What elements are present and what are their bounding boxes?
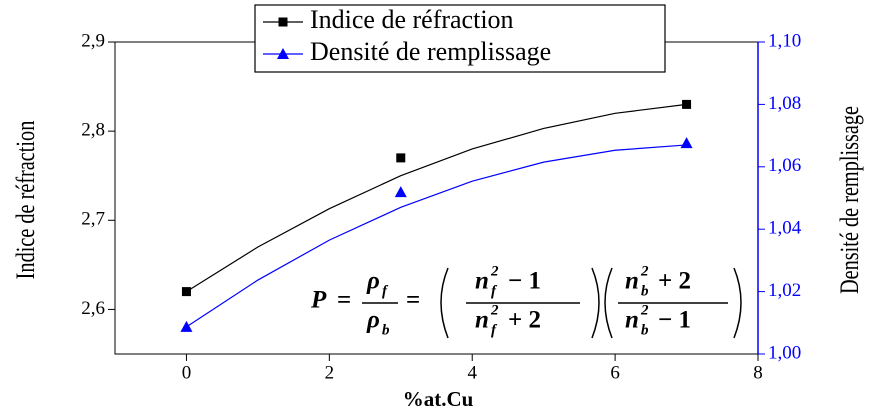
paren: [604, 267, 613, 339]
fit-line: [186, 103, 687, 293]
y2-axis-label: Densité de remplissage: [836, 106, 865, 294]
marker: [181, 287, 191, 297]
legend-label: Indice de réfraction: [310, 5, 514, 34]
y2-tick-label: 1,04: [768, 218, 802, 239]
formula-text: f: [382, 283, 389, 299]
formula-text: n: [475, 307, 489, 334]
formula-text: 2: [640, 263, 649, 279]
formula: P = ρ f ρ b = n 2 f − 1 n 2 f + 2 n 2 b …: [310, 263, 742, 339]
formula-text: b: [641, 322, 649, 338]
formula-text: P: [310, 287, 327, 314]
legend-label: Densité de remplissage: [310, 37, 551, 66]
legend: Indice de réfraction Densité de remplissa…: [254, 4, 666, 73]
marker: [680, 137, 693, 149]
x-axis-label: %at.Cu: [403, 387, 474, 411]
x-tick-label: 0: [182, 362, 192, 383]
marker: [682, 99, 692, 109]
y2-tick-label: 1,10: [768, 30, 801, 51]
marker: [396, 153, 406, 163]
marker: [180, 320, 193, 332]
paren: [591, 267, 600, 339]
formula-text: n: [475, 268, 489, 295]
formula-text: n: [625, 307, 639, 334]
y2-tick-label: 1,08: [768, 93, 801, 114]
y-tick-label: 2,8: [81, 120, 105, 141]
formula-text: f: [491, 322, 498, 338]
y-tick-label: 2,9: [81, 30, 105, 51]
y2-tick-label: 1,00: [768, 342, 801, 363]
formula-text: 2: [490, 302, 499, 318]
x-tick-label: 4: [467, 362, 477, 383]
formula-text: + 2: [508, 307, 541, 334]
paren: [440, 267, 449, 339]
y2-tick-label: 1,02: [768, 280, 801, 301]
formula-text: =: [406, 287, 420, 314]
marker: [394, 186, 407, 198]
fit-line: [186, 144, 687, 328]
x-tick-label: 8: [753, 362, 763, 383]
paren: [733, 267, 742, 339]
formula-text: 2: [490, 263, 499, 279]
x-tick-label: 6: [610, 362, 620, 383]
formula-text: − 1: [658, 307, 691, 334]
y-tick-label: 2,6: [81, 298, 105, 319]
formula-text: f: [491, 283, 498, 299]
formula-text: =: [337, 287, 351, 314]
marker: [278, 17, 288, 27]
formula-text: ρ: [366, 307, 380, 334]
formula-text: b: [382, 322, 390, 338]
formula-text: ρ: [366, 268, 380, 295]
marker: [277, 48, 289, 59]
formula-text: − 1: [508, 268, 541, 295]
y-tick-label: 2,7: [81, 209, 105, 230]
formula-text: n: [625, 268, 639, 295]
y-axis-label: Indice de réfraction: [12, 120, 41, 279]
x-tick-label: 2: [325, 362, 335, 383]
formula-text: 2: [640, 302, 649, 318]
y2-tick-label: 1,06: [768, 155, 801, 176]
legend-box: [254, 4, 666, 73]
formula-text: + 2: [658, 268, 691, 295]
formula-text: b: [641, 283, 649, 299]
